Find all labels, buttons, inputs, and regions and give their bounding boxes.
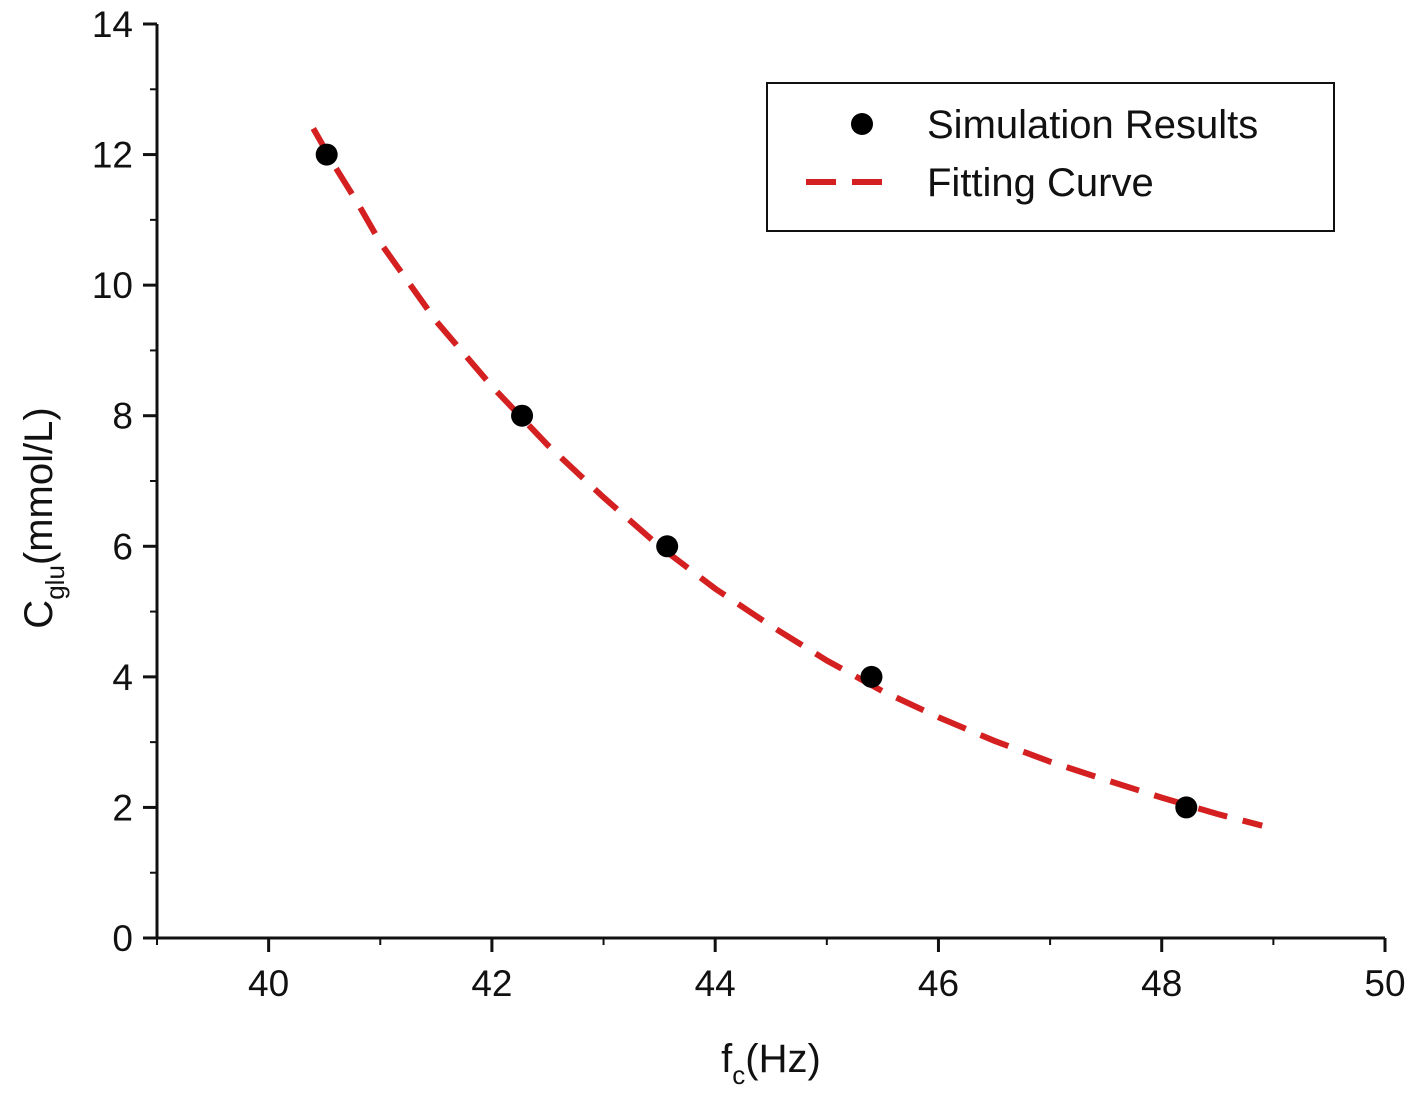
y-axis-title-main: C xyxy=(17,600,61,629)
simulation-point xyxy=(860,665,883,688)
legend-marker-simulation xyxy=(851,113,873,135)
legend: Simulation Results Fitting Curve xyxy=(766,82,1335,232)
y-tick-label: 12 xyxy=(92,135,133,176)
fitting-curve-line xyxy=(310,127,1263,829)
y-axis-title: Cglu(mmol/L) xyxy=(17,407,70,628)
y-tick-label: 14 xyxy=(92,4,133,45)
plot-area xyxy=(310,127,1263,829)
x-tick-label: 44 xyxy=(695,963,736,1004)
simulation-point xyxy=(1175,796,1198,819)
x-tick-label: 40 xyxy=(248,963,289,1004)
y-tick-label: 6 xyxy=(112,526,133,567)
x-axis-title-main: f xyxy=(721,1037,733,1081)
y-tick-label: 10 xyxy=(92,265,133,306)
y-tick-label: 4 xyxy=(112,657,133,698)
legend-box xyxy=(766,82,1335,232)
y-tick-label: 8 xyxy=(112,396,133,437)
y-tick-label: 0 xyxy=(112,918,133,959)
axis-titles: fc(Hz) Cglu(mmol/L) xyxy=(17,407,821,1090)
simulation-point xyxy=(511,404,534,427)
legend-label-simulation: Simulation Results xyxy=(927,103,1258,147)
x-axis-title-unit: (Hz) xyxy=(745,1037,821,1081)
x-tick-label: 50 xyxy=(1364,963,1405,1004)
y-tick-label: 2 xyxy=(112,787,133,828)
x-axis-title: fc(Hz) xyxy=(721,1037,821,1090)
y-axis-title-unit: (mmol/L) xyxy=(17,407,61,565)
y-axis-title-sub: glu xyxy=(40,565,70,600)
x-tick-label: 42 xyxy=(471,963,512,1004)
simulation-point xyxy=(656,535,679,558)
legend-label-fitting: Fitting Curve xyxy=(927,161,1154,205)
x-tick-label: 46 xyxy=(918,963,959,1004)
x-axis-title-sub: c xyxy=(732,1060,745,1090)
simulation-point xyxy=(315,143,338,166)
x-tick-label: 48 xyxy=(1141,963,1182,1004)
